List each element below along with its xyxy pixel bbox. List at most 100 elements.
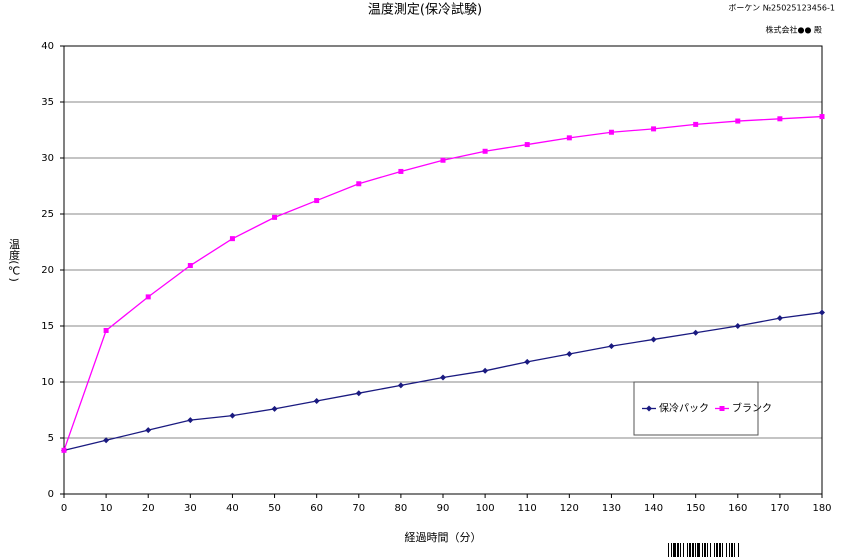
barcode-bar [695, 543, 696, 557]
point [735, 118, 741, 124]
point [819, 309, 825, 316]
x-tick-label: 50 [268, 503, 281, 514]
barcode-bar [714, 543, 715, 557]
x-tick-label: 160 [728, 503, 747, 514]
point [103, 437, 110, 444]
plot-frame [63, 45, 823, 495]
point [440, 157, 446, 163]
y-tick-label: 0 [48, 489, 54, 500]
point [566, 135, 572, 141]
point [229, 236, 235, 242]
barcode-bar [719, 543, 721, 557]
barcode-bar [710, 543, 711, 557]
point [356, 181, 362, 187]
x-tick-label: 120 [560, 503, 579, 514]
y-tick-label: 20 [41, 265, 54, 276]
x-tick-label: 30 [184, 503, 197, 514]
point [313, 398, 320, 405]
point [734, 323, 741, 329]
x-tick-label: 150 [686, 503, 705, 514]
barcode-bar [704, 543, 706, 557]
x-tick-label: 100 [476, 503, 495, 514]
x-tick-label: 70 [352, 503, 365, 514]
y-tick-label: 30 [41, 153, 54, 164]
y-tick-label: 5 [48, 433, 54, 444]
point [692, 329, 699, 336]
barcode [668, 543, 739, 557]
point [145, 427, 152, 434]
barcode-bar [671, 543, 672, 557]
legend-box [633, 381, 759, 436]
x-axis-title: 経過時間（分） [405, 531, 482, 544]
x-tick-label: 170 [770, 503, 789, 514]
barcode-bar [707, 543, 708, 557]
x-tick-label: 0 [61, 503, 67, 514]
chart-title: 温度測定(保冷試験) [368, 2, 482, 18]
y-tick-label: 35 [41, 97, 54, 108]
x-tick-label: 110 [518, 503, 537, 514]
point [398, 168, 404, 174]
barcode-bar [687, 543, 688, 557]
client-name: 株式会社●● 殿 [765, 25, 822, 35]
point [355, 390, 362, 397]
point [271, 405, 278, 412]
x-tick-label: 60 [310, 503, 323, 514]
barcode-bar [731, 543, 733, 557]
x-tick-label: 80 [395, 503, 408, 514]
x-tick-label: 10 [100, 503, 113, 514]
x-tick-label: 20 [142, 503, 155, 514]
point [397, 382, 404, 389]
barcode-bar [726, 543, 727, 557]
x-tick-label: 140 [644, 503, 663, 514]
y-tick-label: 25 [41, 209, 54, 220]
y-tick-label: 15 [41, 321, 54, 332]
point [103, 327, 109, 333]
point [229, 412, 236, 419]
legend-marker [646, 405, 652, 412]
point [608, 343, 615, 350]
y-tick-label: 40 [41, 41, 54, 52]
point [524, 358, 531, 365]
point [482, 148, 488, 154]
barcode-bar [734, 543, 735, 557]
y-tick-label: 10 [41, 377, 54, 388]
x-tick-label: 40 [226, 503, 239, 514]
point [314, 198, 320, 204]
x-tick-label: 90 [437, 503, 450, 514]
barcode-bar [677, 543, 679, 557]
x-tick-label: 180 [812, 503, 831, 514]
point [693, 121, 699, 127]
point [61, 447, 67, 453]
point [777, 116, 783, 122]
point [187, 417, 194, 424]
point [776, 315, 783, 322]
point [566, 351, 573, 357]
point [524, 142, 530, 148]
barcode-bar [689, 543, 691, 557]
point [819, 114, 825, 120]
point [650, 336, 657, 343]
barcode-bar [702, 543, 703, 557]
point [145, 294, 151, 300]
point [482, 367, 489, 374]
point [440, 374, 446, 381]
point [187, 263, 193, 269]
legend-marker [719, 406, 725, 411]
barcode-bar [692, 543, 694, 557]
barcode-bar [722, 543, 723, 557]
barcode-bar [668, 543, 669, 557]
barcode-bar [697, 543, 700, 557]
x-tick-label: 130 [602, 503, 621, 514]
barcode-bar [738, 543, 739, 557]
point [651, 126, 657, 132]
barcode-bar [680, 543, 681, 557]
legend-label: ブランク [732, 402, 772, 415]
point [272, 214, 278, 220]
barcode-bar [716, 543, 718, 557]
barcode-bar [729, 543, 730, 557]
y-axis-title: 温度(℃) [8, 238, 21, 282]
report-number: ボーケン №25025123456-1 [728, 4, 835, 13]
barcode-bar [683, 543, 684, 557]
